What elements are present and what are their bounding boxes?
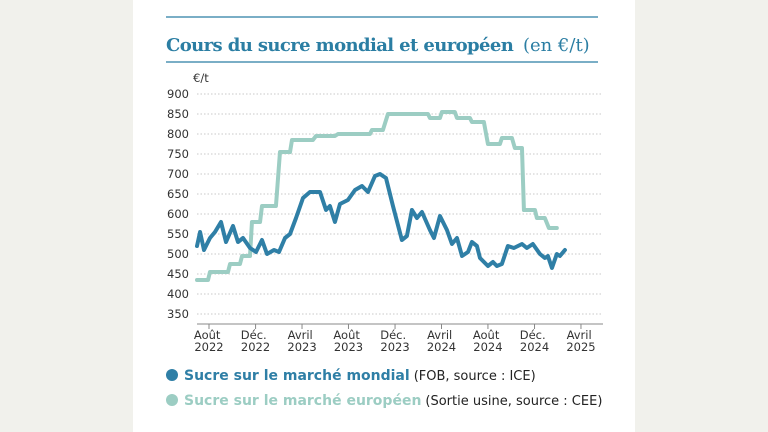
legend-source: (Sortie usine, source : CEE) — [425, 394, 602, 409]
x-tick-label: Avril 2023 — [287, 328, 316, 354]
legend-name: Sucre sur le marché mondial — [184, 368, 410, 384]
y-tick-label: 900 — [167, 87, 189, 101]
y-tick-label: 750 — [167, 147, 189, 161]
x-tick-label: Déc. 2023 — [380, 328, 410, 354]
y-tick-label: 500 — [167, 247, 189, 261]
y-axis-label: €/t — [193, 71, 209, 85]
legend-marker — [166, 369, 178, 381]
y-tick-label: 700 — [167, 167, 189, 181]
y-tick-label: 450 — [167, 267, 189, 281]
x-tick-label: Déc. 2022 — [241, 328, 271, 354]
y-tick-label: 650 — [167, 187, 189, 201]
y-tick-label: 550 — [167, 227, 189, 241]
x-tick-label: Août 2024 — [473, 328, 503, 354]
legend-entry: Sucre sur le marché mondial (FOB, source … — [184, 368, 536, 384]
x-tick-label: Avril 2024 — [427, 328, 456, 354]
y-tick-label: 350 — [167, 307, 189, 321]
x-tick-label: Août 2022 — [194, 328, 224, 354]
series-line — [195, 172, 567, 270]
y-tick-label: 600 — [167, 207, 189, 221]
legend-name: Sucre sur le marché européen — [184, 393, 421, 409]
x-tick-label: Avril 2025 — [566, 328, 595, 354]
chart-title: Cours du sucre mondial et européen (en €… — [166, 35, 590, 56]
x-tick-label: Déc. 2024 — [520, 328, 550, 354]
panel — [133, 0, 635, 432]
y-tick-label: 800 — [167, 127, 189, 141]
title-main: Cours du sucre mondial et européen — [166, 35, 514, 56]
title-unit: (en €/t) — [523, 35, 590, 56]
legend-source: (FOB, source : ICE) — [414, 369, 536, 384]
x-tick-label: Août 2023 — [333, 328, 363, 354]
y-tick-label: 400 — [167, 287, 189, 301]
legend-entry: Sucre sur le marché européen (Sortie usin… — [184, 393, 602, 409]
y-tick-label: 850 — [167, 107, 189, 121]
legend-marker — [166, 394, 178, 406]
